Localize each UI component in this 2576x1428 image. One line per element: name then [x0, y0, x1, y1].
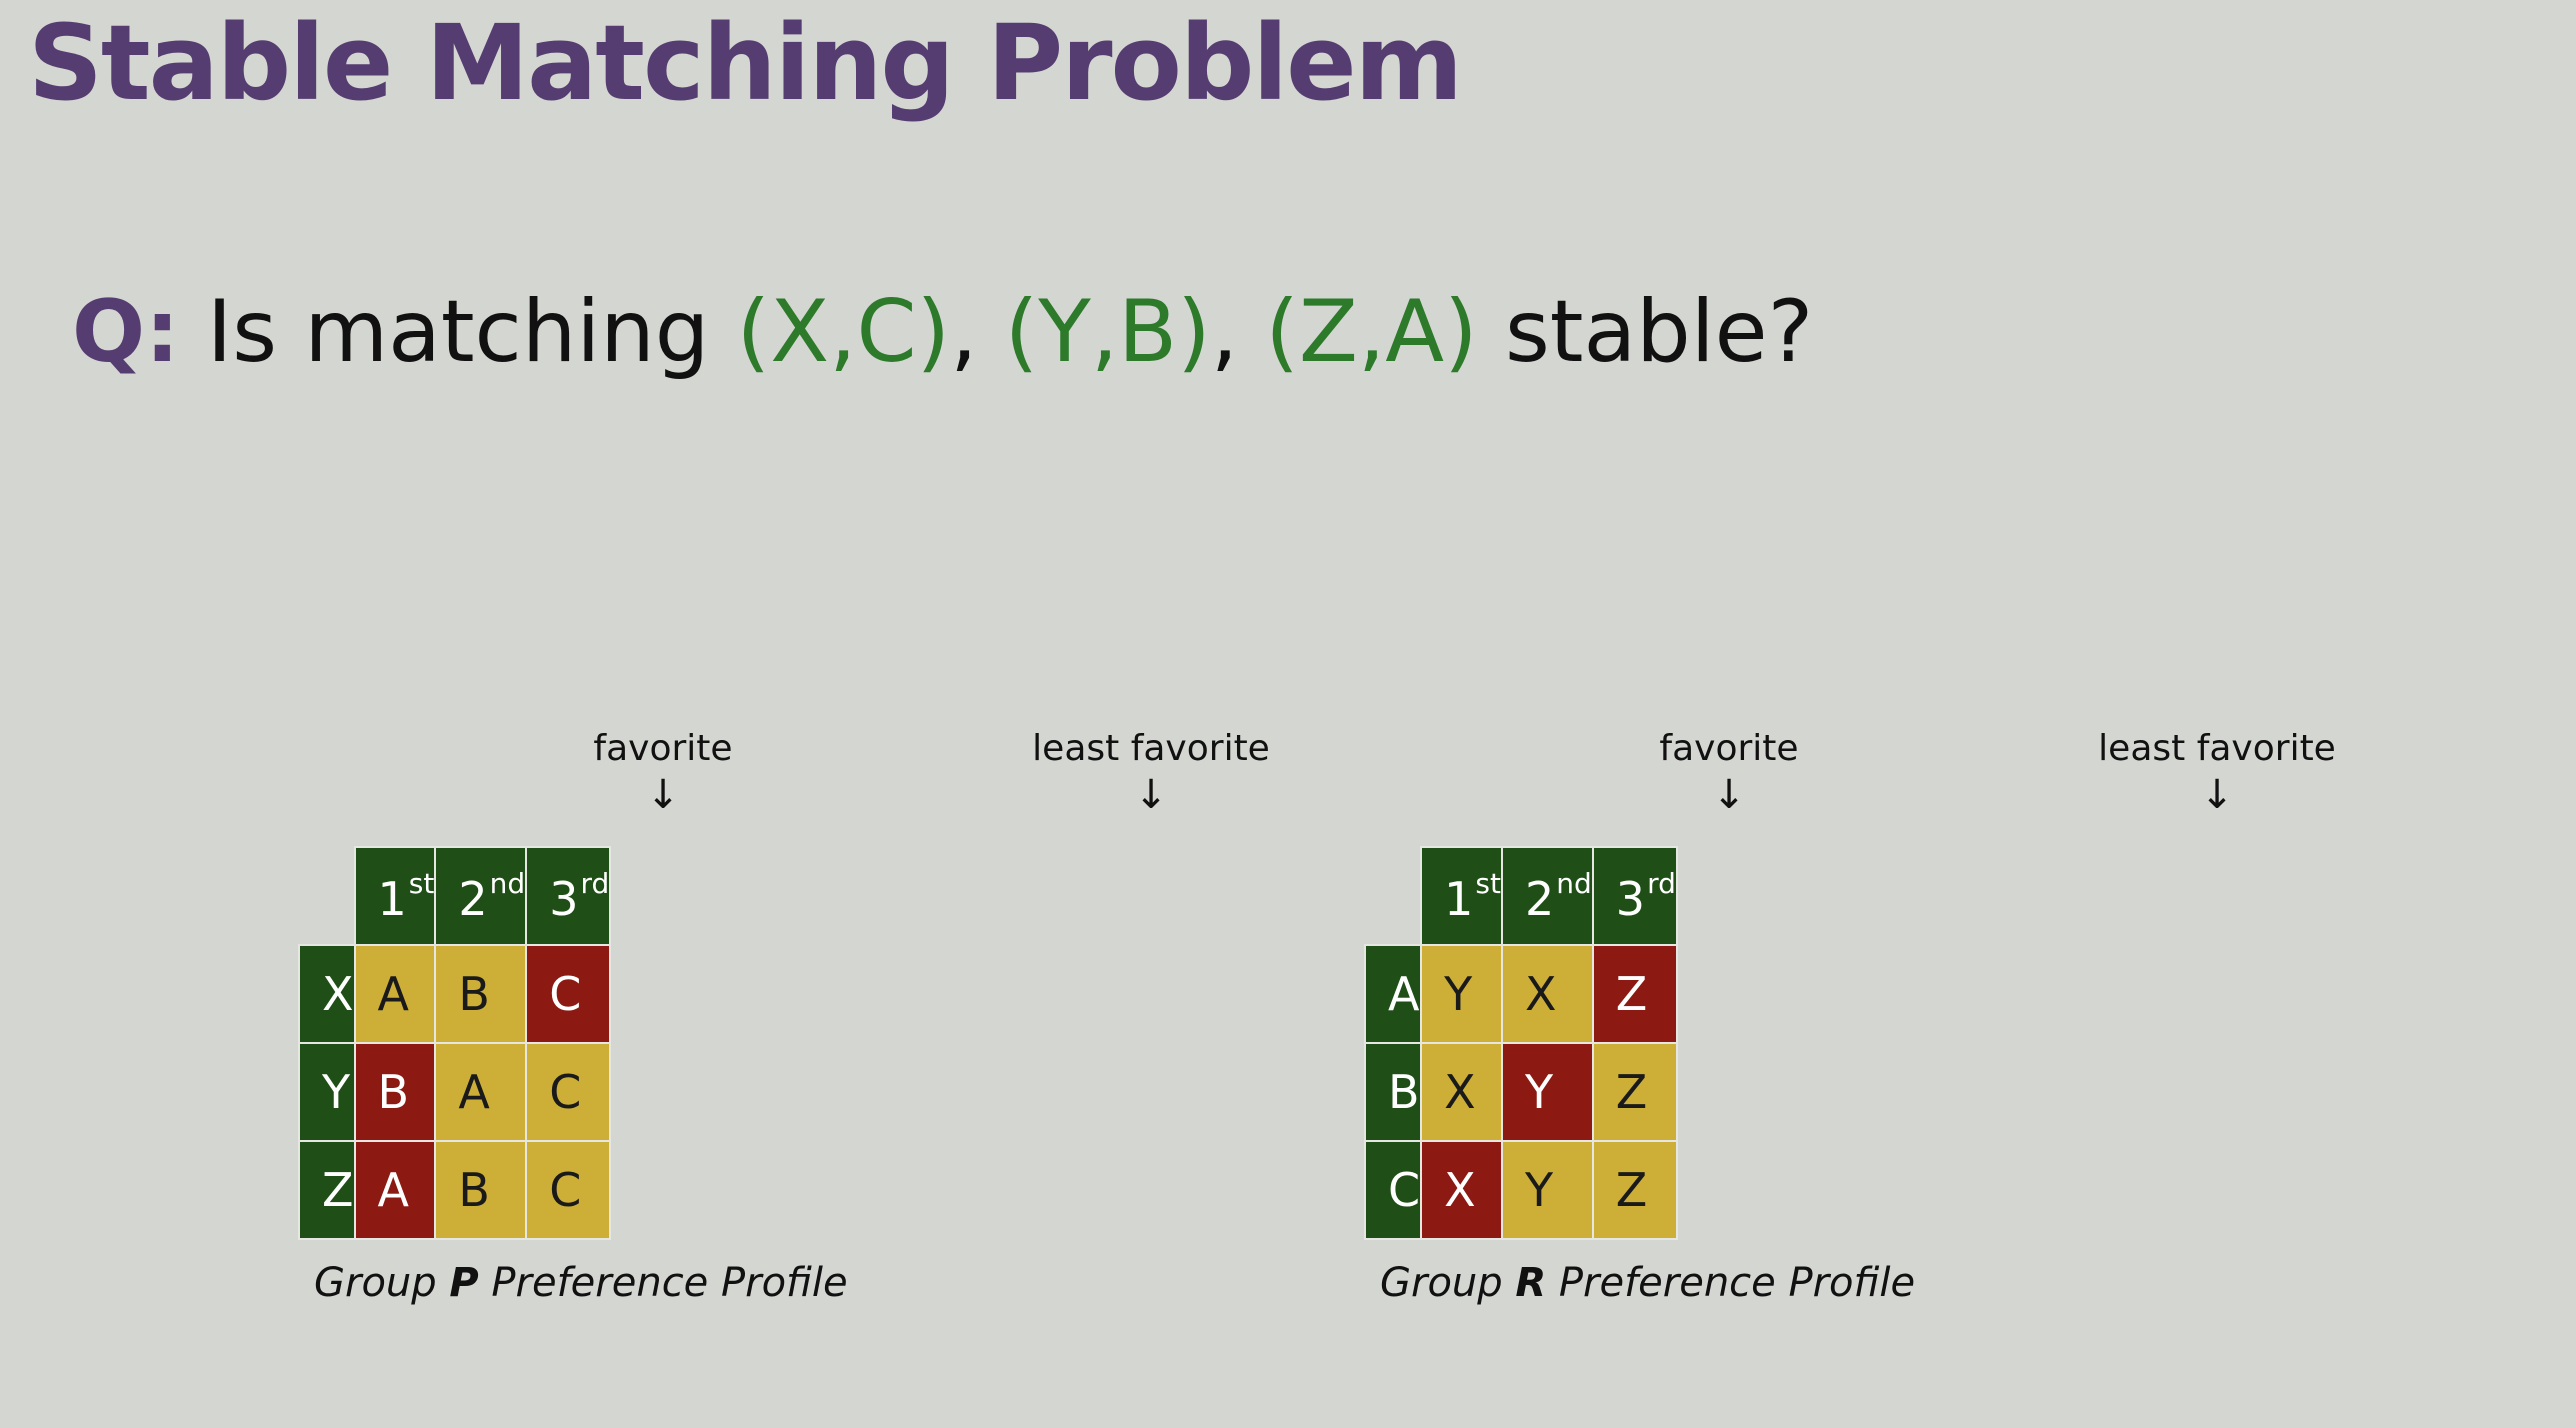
group-r-preference-table: 1st 2nd 3rd A Y X Z B X Y Z C X Y Z [1363, 846, 1678, 1240]
agent-cell: B [1363, 1042, 1423, 1142]
pair-separator: , [1210, 282, 1266, 382]
rank-header-1st: 1st [353, 846, 437, 946]
preference-cell-highlighted: B [353, 1042, 437, 1142]
table-corner [1365, 847, 1421, 945]
preference-cell: Z [1591, 1140, 1678, 1240]
preference-cell: A [353, 944, 437, 1044]
question-label: Q: [72, 282, 180, 382]
preference-cell: Z [1591, 1042, 1678, 1142]
rank-header-row: 1st 2nd 3rd [299, 846, 612, 946]
preference-cell: B [434, 1140, 528, 1240]
down-arrow-icon: ↓ [646, 772, 680, 818]
table-row: Y B A C [298, 1042, 612, 1142]
rank-header-3rd: 3rd [1591, 846, 1678, 946]
group-r-letter: R [1515, 1260, 1547, 1306]
preference-cell: A [434, 1042, 528, 1142]
matching-pair-1: (X,C) [736, 282, 951, 382]
group-r-caption: Group R Preference Profile [1380, 1260, 1916, 1306]
favorite-pointer: favorite ↓ [1579, 728, 1879, 815]
preference-cell: X [1500, 944, 1594, 1044]
agent-cell: Y [298, 1042, 356, 1142]
preference-cell: B [434, 944, 528, 1044]
matching-pair-3: (Z,A) [1265, 282, 1478, 382]
matching-pair-2: (Y,B) [1004, 282, 1211, 382]
down-arrow-icon: ↓ [2200, 772, 2234, 818]
preference-cell: Y [1420, 944, 1503, 1044]
question-text-before: Is matching [179, 282, 737, 382]
table-row: A Y X Z [1363, 944, 1678, 1044]
table-row: Z A B C [298, 1140, 612, 1240]
rank-header-2nd: 2nd [434, 846, 528, 946]
preference-cell: C [525, 1042, 612, 1142]
preference-cell-highlighted: Z [1591, 944, 1678, 1044]
question-text-after: stable? [1477, 282, 1814, 382]
group-p-preference-table: 1st 2nd 3rd X A B C Y B A C Z A B C [298, 846, 612, 1240]
group-p-caption: Group P Preference Profile [314, 1260, 848, 1306]
preference-cell: C [525, 1140, 612, 1240]
agent-cell: Z [298, 1140, 356, 1240]
least-favorite-label: least favorite [1032, 728, 1270, 769]
down-arrow-icon: ↓ [1712, 772, 1746, 818]
rank-header-1st: 1st [1420, 846, 1503, 946]
down-arrow-icon: ↓ [1134, 772, 1168, 818]
agent-cell: C [1363, 1140, 1423, 1240]
least-favorite-pointer: least favorite ↓ [2067, 728, 2367, 815]
group-p-letter: P [449, 1260, 479, 1306]
preference-cell-highlighted: A [353, 1140, 437, 1240]
rank-header-3rd: 3rd [525, 846, 612, 946]
agent-cell: X [298, 944, 356, 1044]
pair-separator: , [950, 282, 1005, 382]
table-row: C X Y Z [1363, 1140, 1678, 1240]
preference-cell-highlighted: Y [1500, 1042, 1594, 1142]
slide-title: Stable Matching Problem [28, 2, 1463, 124]
table-row: X A B C [298, 944, 612, 1044]
favorite-label: favorite [593, 728, 733, 769]
favorite-pointer: favorite ↓ [513, 728, 813, 815]
agent-cell: A [1363, 944, 1423, 1044]
rank-header-2nd: 2nd [1500, 846, 1594, 946]
table-row: B X Y Z [1363, 1042, 1678, 1142]
favorite-label: favorite [1659, 728, 1799, 769]
question: Q: Is matching (X,C), (Y,B), (Z,A) stabl… [72, 282, 1813, 382]
preference-cell: Y [1500, 1140, 1594, 1240]
rank-header-row: 1st 2nd 3rd [1365, 846, 1678, 946]
preference-cell-highlighted: X [1420, 1140, 1503, 1240]
preference-cell: X [1420, 1042, 1503, 1142]
least-favorite-pointer: least favorite ↓ [1001, 728, 1301, 815]
preference-cell-highlighted: C [525, 944, 612, 1044]
table-corner [299, 847, 355, 945]
least-favorite-label: least favorite [2098, 728, 2336, 769]
